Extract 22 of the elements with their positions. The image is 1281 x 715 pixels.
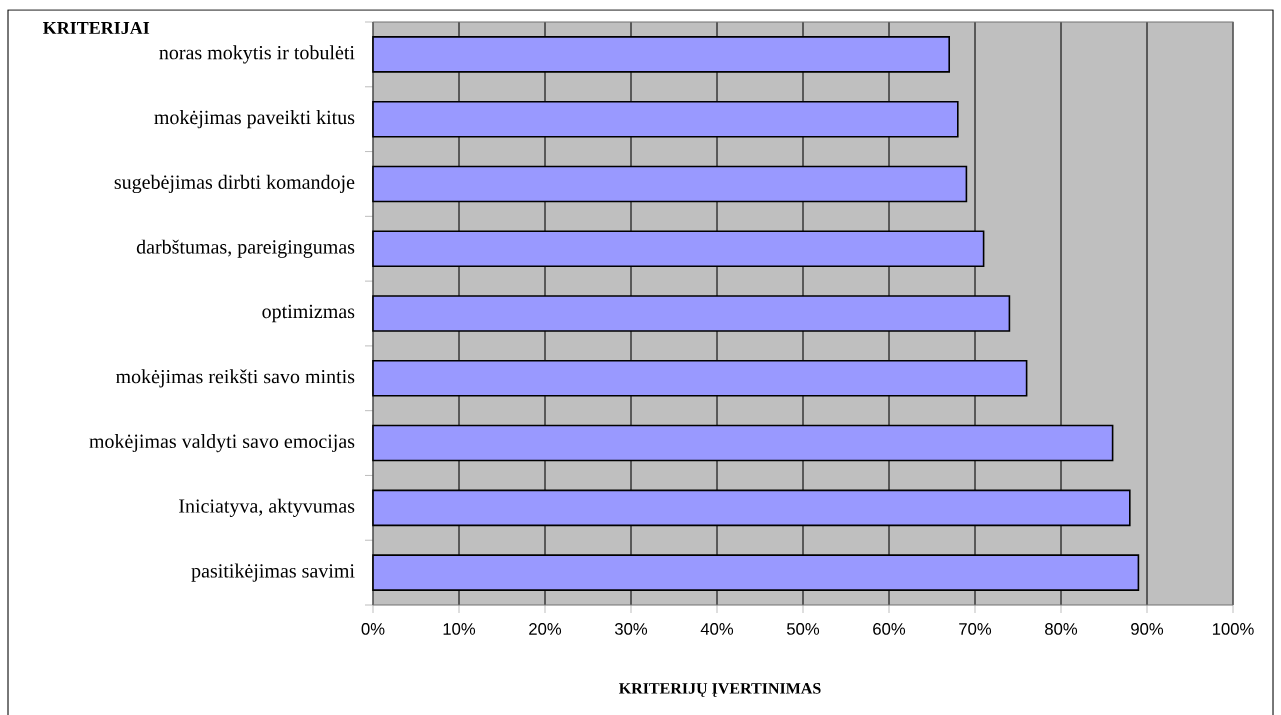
y-tick-label: pasitikėjimas savimi	[191, 563, 355, 582]
y-tick-label: mokėjimas reikšti savo mintis	[115, 369, 355, 388]
x-tick-label: 0%	[361, 623, 385, 635]
x-tick-label: 20%	[529, 623, 562, 635]
y-tick-label: Iniciatyva, aktyvumas	[179, 498, 355, 517]
x-axis-title: KRITERIJŲ ĮVERTINIMAS	[618, 683, 821, 697]
x-tick-label: 60%	[873, 623, 906, 635]
y-tick-label: noras mokytis ir tobulėti	[159, 45, 355, 64]
x-tick-label: 50%	[787, 623, 820, 635]
x-tick-label: 80%	[1045, 623, 1078, 635]
y-tick-label: mokėjimas valdyti savo emocijas	[89, 433, 355, 453]
x-tick-label: 10%	[443, 623, 476, 635]
y-tick-label: mokėjimas paveikti kitus	[154, 110, 355, 129]
y-axis-title: KRITERIJAI	[43, 21, 150, 35]
x-tick-label: 30%	[614, 623, 648, 635]
x-tick-label: 70%	[959, 623, 992, 635]
x-tick-label: 100%	[1212, 623, 1254, 635]
y-tick-label: darbštumas, pareigingumas	[136, 239, 355, 258]
x-tick-label: 40%	[700, 623, 734, 635]
y-tick-label: optimizmas	[262, 304, 355, 323]
x-tick-label: 90%	[1131, 623, 1164, 635]
y-tick-label: sugebėjimas dirbti komandoje	[114, 174, 355, 194]
